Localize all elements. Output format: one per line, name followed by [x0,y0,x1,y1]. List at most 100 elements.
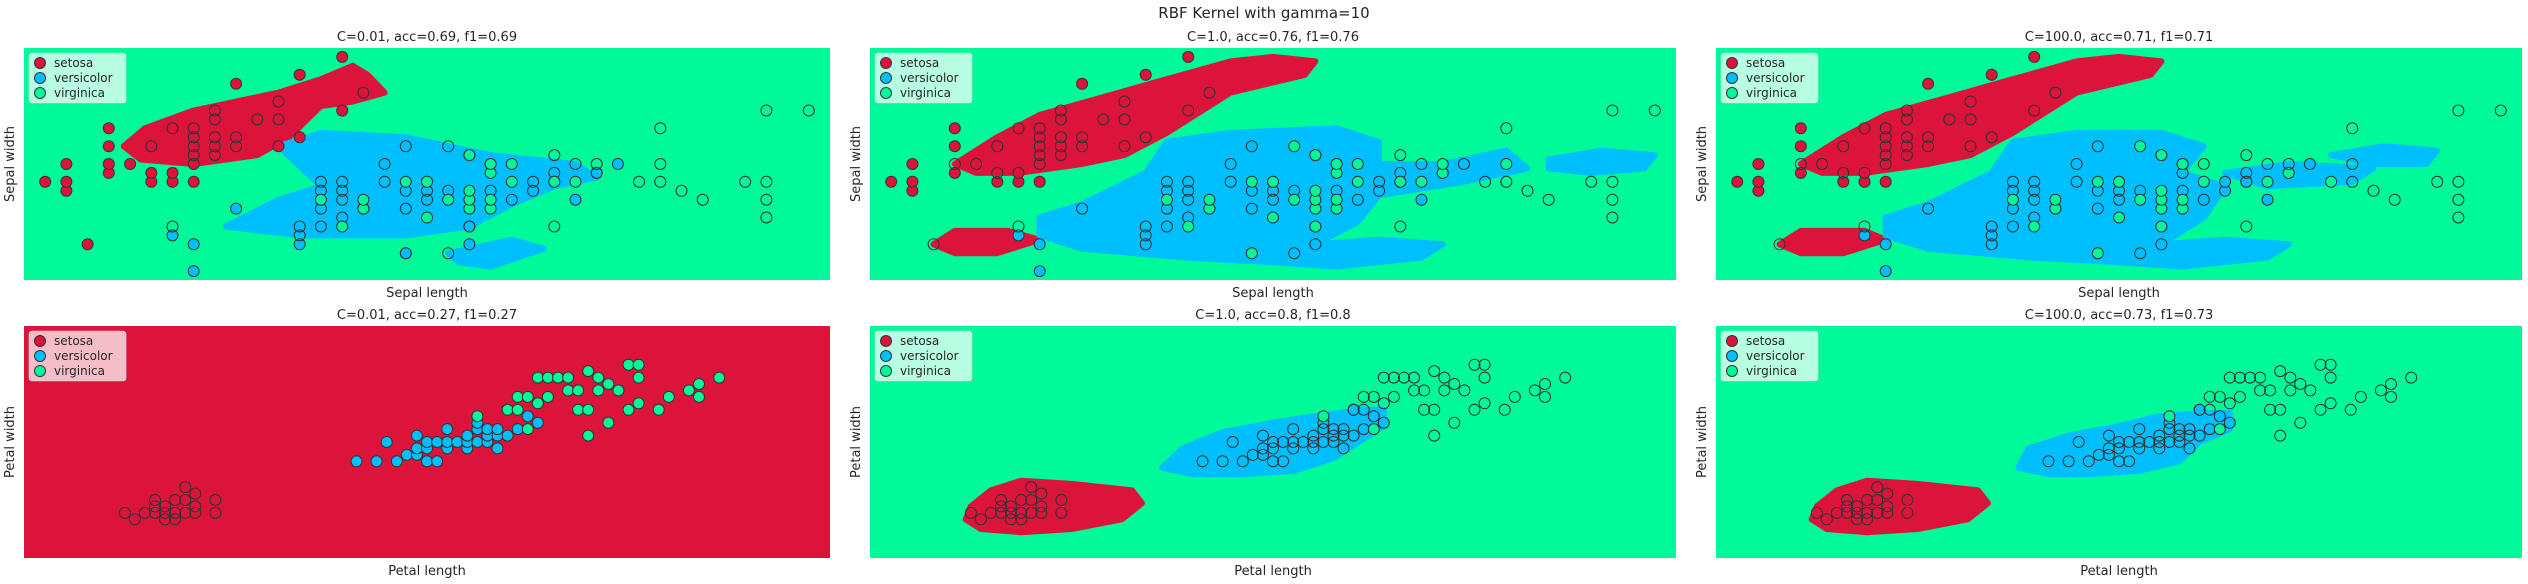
point-virginica [622,358,635,371]
point-virginica [590,166,603,179]
point-setosa [885,175,898,188]
point-versicolor [380,436,393,448]
point-versicolor [1327,436,1340,448]
point-setosa [1118,140,1131,153]
point-virginica [2233,390,2246,403]
point-setosa [145,140,158,153]
point-setosa [1054,104,1067,117]
point-setosa [1881,506,1894,519]
point-versicolor [2213,410,2226,423]
point-virginica [2155,184,2168,197]
point-virginica [1245,247,1258,260]
point-setosa [1139,68,1152,81]
point-versicolor [2303,158,2316,170]
point-setosa [1182,104,1195,117]
point-virginica [654,175,667,188]
point-virginica [1267,211,1279,224]
point-versicolor [2143,436,2156,448]
point-versicolor [1216,455,1229,468]
point-versicolor [293,229,306,242]
point-setosa [189,500,202,513]
point-virginica [1521,184,1534,197]
point-virginica [2197,175,2210,188]
point-setosa [209,494,222,506]
point-versicolor [431,436,444,448]
point-virginica [2091,175,2104,188]
panel-petal-c1: C=1.0, acc=0.8, f1=0.8 Petal length Petal … [849,308,1676,579]
point-versicolor [2082,455,2095,468]
point-versicolor [531,416,544,429]
point-virginica [2314,403,2327,416]
point-virginica [1428,403,1441,416]
point-versicolor [2261,193,2274,206]
point-virginica [2213,423,2226,436]
point-virginica [1309,220,1322,233]
point-versicolor [1033,265,1046,278]
point-setosa [187,175,200,188]
point-versicolor [1337,442,1350,455]
point-setosa [1794,166,1807,179]
point-virginica [1330,158,1343,170]
point-versicolor [2163,436,2176,448]
point-virginica [511,403,524,416]
point-virginica [1528,384,1541,397]
legend-marker-setosa [880,57,892,69]
point-versicolor [521,410,534,423]
point-setosa [927,238,940,251]
point-setosa [1901,506,1914,519]
point-versicolor [2102,448,2115,461]
point-setosa [189,487,202,500]
point-virginica [421,211,433,224]
point-virginica [484,158,497,170]
point-versicolor [421,436,433,448]
point-virginica [802,104,815,117]
point-setosa [1881,500,1894,513]
point-setosa [169,513,182,526]
point-virginica [1351,158,1364,170]
figure-title: RBF Kernel with gamma=10 [1158,4,1369,22]
point-versicolor [1287,423,1300,436]
point-virginica [1606,175,1619,188]
point-versicolor [314,175,327,188]
point-virginica [1357,390,1370,403]
legend-marker-versicolor [880,72,892,84]
point-virginica [1478,371,1491,384]
point-virginica [2354,390,2367,403]
point-versicolor [1076,202,1089,215]
point-versicolor [491,423,504,436]
point-virginica [2223,397,2236,410]
point-setosa [1005,513,1017,526]
point-virginica [662,390,675,403]
point-setosa [1816,158,1829,170]
point-virginica [2324,358,2337,371]
point-setosa [187,122,200,135]
point-setosa [145,166,158,179]
point-setosa [1837,175,1850,188]
point-virginica [652,403,665,416]
point-setosa [991,140,1004,153]
point-virginica [1418,384,1431,397]
point-versicolor [2062,455,2075,468]
point-virginica [1394,175,1407,188]
legend-label-virginica: virginica [900,364,951,378]
point-virginica [2197,158,2210,170]
point-versicolor [463,238,476,251]
legend-label-versicolor: versicolor [54,349,113,363]
point-versicolor [187,238,200,251]
point-versicolor [1377,416,1390,429]
point-versicolor [2102,442,2115,455]
point-virginica [2494,104,2507,117]
point-versicolor [2183,442,2196,455]
point-virginica [2223,371,2236,384]
point-virginica [463,149,476,162]
point-setosa [102,158,115,170]
point-setosa [1851,500,1863,513]
point-virginica [1160,193,1173,206]
point-setosa [179,506,192,519]
point-virginica [696,193,709,206]
point-setosa [1900,149,1913,162]
point-virginica [505,158,518,170]
point-setosa [272,95,285,108]
point-versicolor [451,436,464,448]
point-setosa [1055,506,1068,519]
